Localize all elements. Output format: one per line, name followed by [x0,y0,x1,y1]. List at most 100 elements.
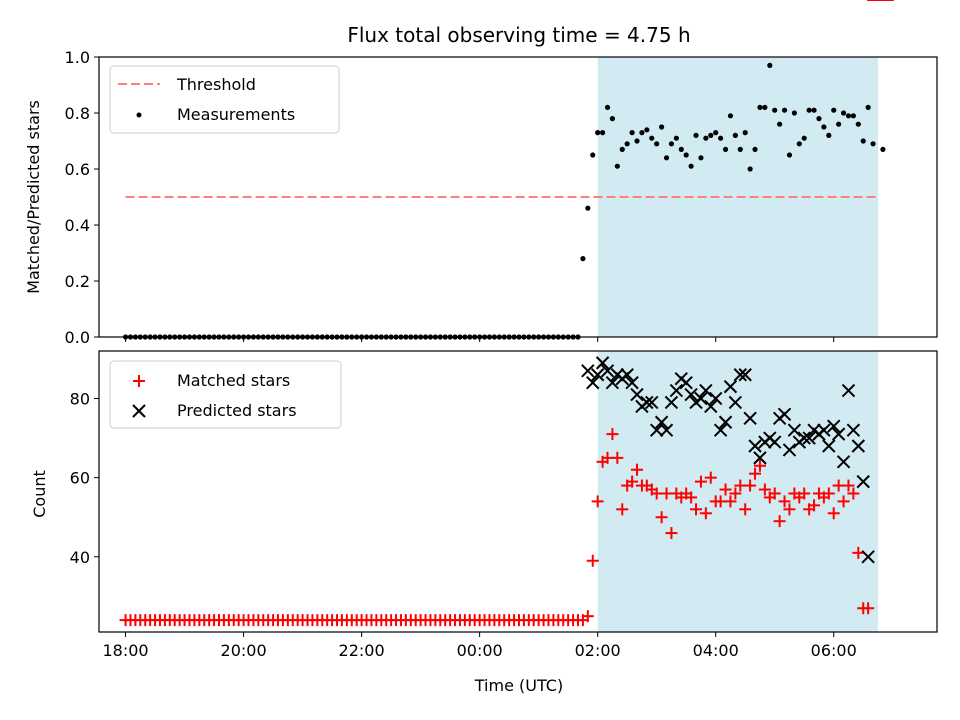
ratio-plot-frame [98,56,938,338]
matched-star-point [586,554,599,567]
matched-star-points [119,0,894,627]
measurement-point [595,130,601,136]
matched-star-point [852,546,865,559]
measurement-point [796,141,802,147]
y-tick-label: 0.8 [65,104,90,123]
matched-star-point [626,475,639,488]
measurement-point [880,146,886,152]
count-panel: 40 60 80 18:00 20:00 22:00 00:00 02:00 04:00 06:… [30,0,938,695]
predicted-star-point [713,423,728,437]
ratio-x-ticks [125,337,835,342]
predicted-star-point [704,399,718,414]
measurement-point [688,163,694,169]
matched-star-point [749,467,762,480]
predicted-star-point [640,395,654,410]
predicted-star-point [586,375,600,390]
predicted-star-point [748,439,762,453]
measurement-point [673,135,679,141]
measurement-point [599,130,606,136]
matched-star-point [591,495,604,508]
measurement-point [865,104,871,110]
measurement-point [718,135,724,141]
matched-star-point [862,602,875,615]
predicted-star-point [649,423,664,437]
measurement-point [727,113,734,119]
predicted-star-point [733,368,747,382]
predicted-star-point [836,455,851,469]
measurement-point [693,132,699,138]
measurement-point [786,152,793,158]
measurement-point [580,256,586,262]
measurement-point [649,135,655,141]
predicted-star-point [738,368,752,382]
measurement-point [777,121,783,127]
measurement-point [732,132,738,138]
measurement-point [762,104,768,110]
measurement-point [855,121,861,127]
predicted-star-point [581,364,595,378]
measurement-point [614,163,620,169]
y-tick-label: 60 [70,469,90,488]
x-tick-label: 18:00 [103,641,149,660]
measurement-point [708,132,714,138]
y-tick-label: 0.0 [65,328,90,347]
predicted-star-point [817,423,831,437]
x-tick-label: 00:00 [457,641,503,660]
matched-star-point [699,507,712,520]
predicted-star-point [654,415,669,429]
measurement-point [703,135,709,141]
measurement-point [860,138,866,144]
x-tick-label: 02:00 [575,641,621,660]
predicted-star-point [708,391,723,406]
predicted-star-point [856,474,870,489]
predicted-star-point [728,395,743,410]
measurement-point [663,155,670,161]
predicted-star-point [822,439,836,453]
predicted-star-point [625,375,639,390]
matched-star-point [808,499,821,512]
predicted-star-point [605,375,620,390]
predicted-star-point [841,383,856,398]
y-tick-label: 0.6 [65,160,90,179]
measurement-point [816,116,822,122]
predicted-star-point [768,435,782,449]
predicted-star-point [699,383,713,398]
y-tick-label: 0.2 [65,272,90,291]
matched-star-point [665,527,678,540]
chart-title: Flux total observing time = 4.75 h [347,23,690,47]
measurement-point [767,62,773,68]
matched-star-point [631,463,644,476]
x-axis-label: Time (UTC) [474,676,563,695]
matched-star-point [822,487,835,500]
y-tick-label: 80 [70,389,90,408]
measurement-point [634,138,640,144]
measurement-point [737,146,743,152]
legend-threshold-label: Threshold [176,75,256,94]
matched-star-point [685,491,698,504]
matched-star-point [616,503,629,516]
legend-measurements-label: Measurements [177,105,295,124]
measurement-point [826,132,832,138]
count-y-label: Count [30,470,49,518]
measurement-point [654,141,660,147]
matched-star-point [827,507,840,520]
predicted-star-point [659,423,674,437]
x-tick-label: 22:00 [339,641,385,660]
matched-star-point [739,503,752,516]
measurement-point [678,146,684,152]
measurement-point [698,155,704,161]
x-tick-label: 20:00 [221,641,267,660]
y-tick-label: 40 [70,548,90,567]
measurement-point [821,124,827,130]
measurement-point [757,104,763,110]
matched-star-point [847,487,860,500]
predicted-star-point [595,356,610,370]
predicted-star-point [694,391,708,406]
predicted-star-point [787,423,802,437]
ratio-y-label: Matched/Predicted stars [24,100,43,294]
matched-star-point [837,495,850,508]
measurement-points [122,62,886,340]
count-y-ticks: 40 60 80 [70,389,99,567]
measurement-point [604,104,611,110]
y-tick-label: 1.0 [65,48,90,67]
